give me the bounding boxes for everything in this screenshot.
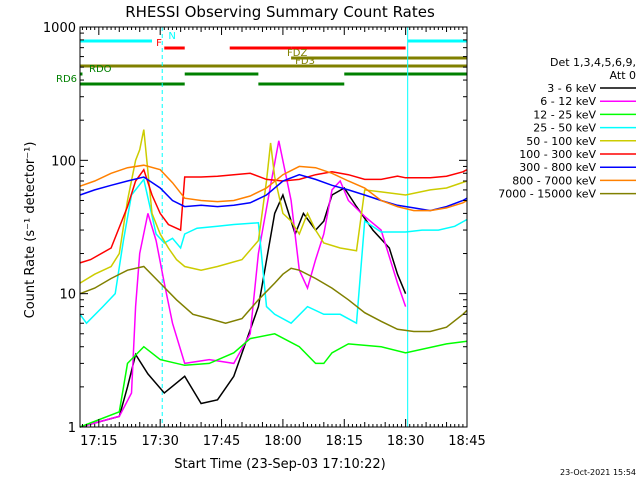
y-tick-label: 1000 xyxy=(43,21,76,36)
series-line xyxy=(79,129,468,284)
series-line xyxy=(79,333,468,428)
y-axis-label: Count Rate (s⁻¹ detector⁻¹) xyxy=(23,142,38,319)
y-tick-label: 100 xyxy=(51,154,76,169)
state-bar-label: N xyxy=(168,31,175,42)
legend-header-line-2: Att 0 xyxy=(610,69,636,82)
plot-frame xyxy=(79,26,468,428)
x-axis-label: Start Time (23-Sep-03 17:10:22) xyxy=(174,457,385,472)
x-tick-label: 18:45 xyxy=(448,434,485,449)
series-line xyxy=(79,265,468,333)
y-tick-label: 1 xyxy=(68,421,76,436)
series-line xyxy=(79,173,468,212)
legend-entry: 12 - 25 keV xyxy=(533,108,596,121)
state-bar-label: RD6 xyxy=(56,74,77,85)
series-line xyxy=(79,168,468,264)
legend-entry: 300 - 800 keV xyxy=(519,161,596,174)
state-bar-label: F xyxy=(156,38,162,49)
x-axis: 17:15 17:30 17:45 18:00 18:15 18:30 18:45 xyxy=(80,27,486,449)
series-line xyxy=(79,140,407,428)
legend-entry: 50 - 100 keV xyxy=(526,135,596,148)
series-line xyxy=(79,177,468,325)
footer-date: 23-Oct-2021 15:54 xyxy=(560,468,636,477)
y-axis: 1 10 100 1000 xyxy=(43,21,467,436)
legend-entry: 100 - 300 keV xyxy=(519,148,596,161)
state-bar-label: RDO xyxy=(89,64,112,75)
legend-header-line-1: Det 1,3,4,5,6,9, xyxy=(550,56,636,69)
state-bar-label: FDZ xyxy=(287,48,307,59)
x-tick-label: 17:45 xyxy=(203,434,240,449)
x-tick-label: 18:15 xyxy=(326,434,363,449)
y-tick-label: 10 xyxy=(59,288,76,303)
legend-entry: 25 - 50 keV xyxy=(533,122,596,135)
state-bar-label: FD3 xyxy=(295,56,315,67)
x-tick-label: 17:30 xyxy=(141,434,178,449)
series-lines xyxy=(79,129,468,428)
x-tick-label: 18:00 xyxy=(264,434,301,449)
legend-entry: 6 - 12 keV xyxy=(540,95,596,108)
chart-title: RHESSI Observing Summary Count Rates xyxy=(125,3,435,21)
time-markers xyxy=(79,27,468,427)
legend-entry: 3 - 6 keV xyxy=(547,82,596,95)
x-tick-label: 18:30 xyxy=(387,434,424,449)
legend-entry: 800 - 7000 keV xyxy=(512,174,596,187)
series-line xyxy=(79,164,468,212)
x-tick-label: 17:15 xyxy=(80,434,117,449)
legend-entry: 7000 - 15000 keV xyxy=(498,188,596,201)
